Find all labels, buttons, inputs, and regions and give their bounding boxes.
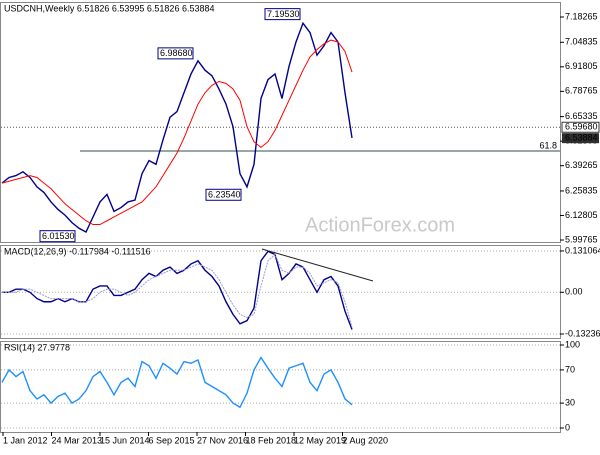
annotation-label: 6.01530 (42, 231, 75, 241)
y-tick-label: 6.91805 (565, 61, 598, 71)
panel-title: MACD(12,26,9) -0.117984 -0.111516 (4, 246, 151, 256)
annotation-label: 6.98680 (160, 48, 193, 58)
series-line (1, 21, 353, 234)
level-box (561, 121, 600, 133)
y-tick-label: 0.131064 (565, 245, 600, 255)
y-tick-label: 6.78765 (565, 86, 598, 96)
y-tick-label: 5.99765 (565, 234, 598, 244)
panel-title: USDCNH,Weekly 6.51826 6.53995 6.51826 6.… (4, 3, 214, 13)
panel-frame (0, 2, 561, 243)
x-tick-label: 12 May 2019 (294, 435, 346, 445)
y-tick-label: 7.04835 (565, 37, 598, 47)
x-tick-label: 1 Jan 2012 (3, 435, 48, 445)
y-tick-label: 0.00 (565, 287, 583, 297)
x-tick-label: 18 Feb 2018 (246, 435, 297, 445)
y-tick-label: 30 (565, 397, 575, 407)
watermark: ActionForex.com (305, 214, 455, 236)
last-price-box (562, 133, 599, 144)
annotation-box (264, 8, 301, 21)
y-tick-label: 6.65335 (565, 111, 598, 121)
x-tick-label: 15 Jun 2014 (100, 435, 150, 445)
last-price-label: 6.53884 (565, 133, 598, 143)
x-tick-label: 6 Sep 2015 (149, 435, 195, 445)
macd-trend-line (261, 248, 374, 282)
panel-title: RSI(14) 27.9778 (4, 342, 70, 352)
y-tick-label: 6.39265 (565, 160, 598, 170)
level-label: 61.8 (539, 140, 557, 150)
y-tick-label: 0 (565, 422, 570, 432)
x-tick-label: 2 Aug 2020 (343, 435, 389, 445)
annotation-label: 6.23540 (208, 190, 241, 200)
annotation-box (157, 47, 194, 60)
y-tick-label: 6.12805 (565, 210, 598, 220)
annotation-box (205, 188, 242, 201)
level-label: 6.59680 (565, 122, 598, 132)
y-tick-label: 70 (565, 364, 575, 374)
y-tick-label: 6.25835 (565, 185, 598, 195)
y-tick-label: 100 (565, 339, 580, 349)
annotation-box (39, 230, 76, 243)
y-tick-label: 7.18265 (565, 11, 598, 21)
x-tick-label: 24 Mar 2013 (52, 435, 103, 445)
y-tick-label: -0.132368 (565, 328, 600, 338)
series-line (1, 356, 353, 409)
panel-frame (0, 341, 561, 433)
series-line (2, 250, 353, 330)
series-line (2, 253, 353, 328)
series-line (1, 39, 353, 226)
annotation-label: 7.19530 (267, 9, 300, 19)
x-tick-label: 27 Nov 2016 (197, 435, 248, 445)
